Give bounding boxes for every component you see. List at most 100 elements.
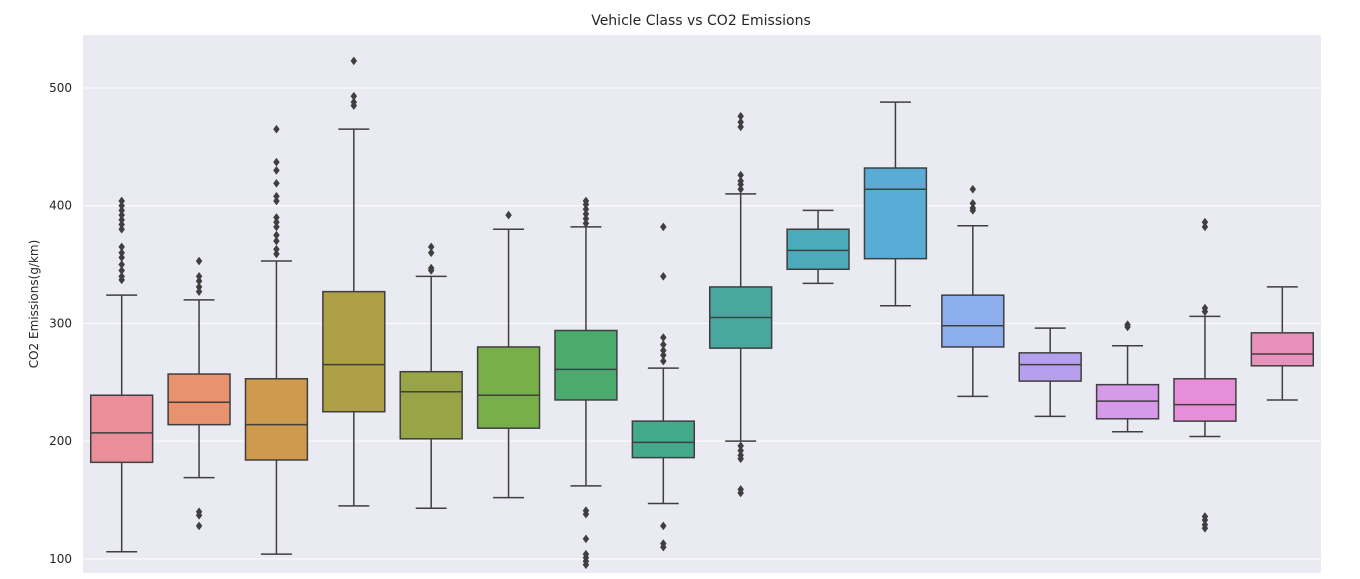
outlier-point — [350, 56, 358, 66]
iqr-box — [244, 378, 309, 461]
iqr-box — [89, 394, 154, 464]
iqr-box — [322, 290, 386, 413]
outlier-point — [660, 271, 667, 281]
box-plots — [89, 56, 1315, 570]
outlier-point — [273, 191, 280, 201]
chart-title: Vehicle Class vs CO2 Emissions — [591, 13, 811, 29]
outlier-point — [195, 276, 203, 286]
outlier-point — [195, 521, 203, 531]
outlier-point — [118, 260, 125, 269]
box-1 — [89, 196, 154, 553]
outlier-point — [195, 287, 203, 297]
outlier-point — [118, 248, 125, 258]
outlier-point — [737, 122, 744, 132]
outlier-point — [505, 210, 512, 220]
box-11 — [863, 101, 928, 307]
outlier-point — [582, 549, 590, 559]
iqr-box — [399, 370, 463, 440]
outlier-point — [118, 210, 125, 220]
outlier-point — [118, 271, 125, 281]
outlier-point — [737, 184, 744, 194]
iqr-box — [863, 167, 928, 260]
outlier-point — [273, 196, 280, 206]
outlier-point — [118, 220, 125, 229]
box-3 — [244, 124, 309, 555]
outlier-point — [273, 157, 280, 167]
outlier-point — [660, 539, 667, 548]
outlier-point — [118, 253, 125, 262]
iqr-box — [554, 329, 618, 401]
iqr-box — [1173, 378, 1237, 422]
iqr-box — [1018, 352, 1082, 382]
iqr-box — [1250, 332, 1315, 367]
outlier-point — [273, 217, 280, 227]
outlier-point — [273, 165, 280, 175]
box-16 — [1250, 286, 1315, 401]
outlier-point — [350, 91, 358, 101]
outlier-point — [118, 201, 125, 211]
outlier-point — [195, 271, 203, 281]
box-9 — [708, 111, 773, 498]
box-4 — [322, 56, 386, 507]
y-tick-labels: 100 200 300 400 500 — [49, 81, 72, 566]
outlier-point — [969, 184, 977, 194]
iqr-box — [476, 346, 541, 429]
box-7 — [554, 196, 618, 570]
outlier-point — [1201, 512, 1209, 521]
outlier-point — [118, 205, 125, 215]
outlier-point — [350, 97, 358, 107]
outlier-point — [427, 248, 435, 258]
outlier-point — [118, 242, 125, 252]
box-5 — [399, 242, 463, 510]
outlier-point — [118, 266, 125, 275]
outlier-point — [737, 484, 744, 494]
outlier-point — [273, 244, 280, 254]
outlier-point — [737, 446, 744, 455]
iqr-box — [167, 373, 231, 426]
outlier-point — [273, 213, 280, 222]
outlier-point — [118, 224, 125, 234]
outlier-point — [273, 124, 280, 134]
box-15 — [1173, 217, 1237, 533]
y-tick-label: 200 — [49, 434, 72, 448]
outlier-point — [737, 117, 744, 127]
outlier-point — [273, 230, 280, 240]
outlier-point — [582, 218, 590, 228]
outlier-point — [1201, 520, 1209, 530]
y-tick-label: 400 — [49, 199, 72, 213]
outlier-point — [969, 198, 977, 208]
iqr-box — [941, 294, 1005, 348]
outlier-point — [118, 196, 125, 206]
outlier-point — [582, 196, 590, 206]
iqr-box — [786, 228, 850, 271]
box-2 — [167, 256, 231, 531]
outlier-point — [273, 249, 280, 259]
outlier-point — [273, 222, 280, 232]
outlier-point — [427, 263, 435, 273]
outlier-point — [660, 350, 667, 360]
y-tick-label: 500 — [49, 81, 72, 95]
box-14 — [1095, 320, 1160, 433]
plot-area — [83, 35, 1321, 573]
outlier-point — [660, 222, 667, 232]
outlier-point — [660, 346, 667, 355]
y-tick-label: 300 — [49, 316, 72, 330]
outlier-point — [195, 507, 203, 517]
box-13 — [1018, 327, 1082, 418]
outlier-point — [660, 340, 667, 350]
outlier-point — [582, 214, 590, 224]
outlier-point — [273, 178, 280, 188]
outlier-point — [660, 333, 667, 342]
outlier-point — [737, 176, 744, 186]
outlier-point — [737, 450, 744, 460]
outlier-point — [582, 506, 590, 516]
box-8 — [631, 222, 696, 552]
outlier-point — [582, 204, 590, 214]
outlier-point — [195, 282, 203, 292]
outlier-point — [1201, 303, 1209, 313]
outlier-point — [660, 356, 667, 366]
iqr-box — [631, 420, 696, 459]
outlier-point — [737, 441, 744, 451]
outlier-point — [1201, 222, 1209, 232]
